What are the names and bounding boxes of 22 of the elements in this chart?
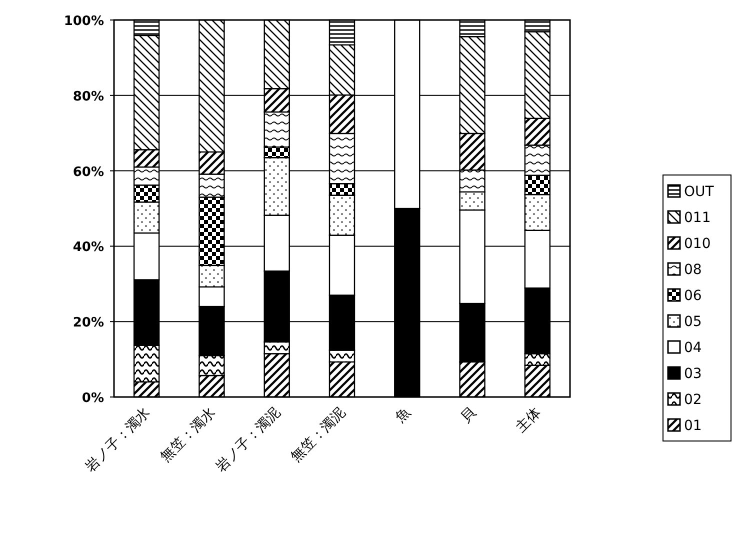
x-tick-label: 岩ノ子：濁水 — [82, 404, 154, 476]
legend-label: 01 — [684, 418, 702, 434]
legend-label: 08 — [684, 262, 702, 278]
y-tick-label: 20% — [72, 316, 104, 331]
legend-label: 06 — [684, 288, 702, 304]
legend-label: 010 — [684, 236, 711, 252]
y-tick-label: 80% — [72, 89, 104, 104]
legend-label: OUT — [684, 184, 714, 200]
y-tick-label: 40% — [72, 240, 104, 256]
x-tick-label: 主体 — [513, 404, 544, 436]
y-tick-label: 100% — [64, 14, 104, 29]
legend-label: 04 — [684, 340, 702, 356]
y-tick-label: 60% — [72, 164, 104, 180]
x-tick-label: 魚 — [392, 404, 414, 426]
x-tick-label: 貝 — [458, 404, 480, 426]
legend-label: 02 — [684, 392, 702, 408]
legend-label: 05 — [684, 314, 702, 330]
x-tick-label: 岩ノ子：濁泥 — [212, 404, 284, 476]
x-tick-label: 無笠：濁泥 — [288, 404, 349, 466]
legend-label: 03 — [684, 366, 702, 382]
y-tick-label: 0% — [82, 391, 104, 406]
legend-label: 011 — [684, 210, 711, 226]
